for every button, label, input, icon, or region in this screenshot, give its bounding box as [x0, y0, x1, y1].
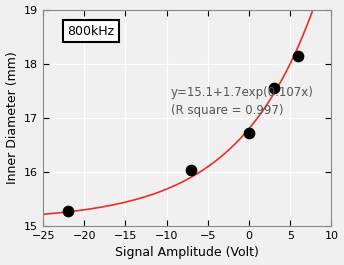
X-axis label: Signal Amplitude (Volt): Signal Amplitude (Volt)	[115, 246, 259, 259]
Text: 800kHz: 800kHz	[68, 25, 115, 38]
Point	[189, 168, 194, 173]
Point	[271, 86, 277, 90]
Text: y=15.1+1.7exp(0.107x)
(R square = 0.997): y=15.1+1.7exp(0.107x) (R square = 0.997)	[171, 86, 314, 117]
Y-axis label: Inner Diameter (mm): Inner Diameter (mm)	[6, 51, 19, 184]
Point	[65, 209, 71, 213]
Point	[296, 54, 301, 58]
Point	[246, 131, 252, 135]
